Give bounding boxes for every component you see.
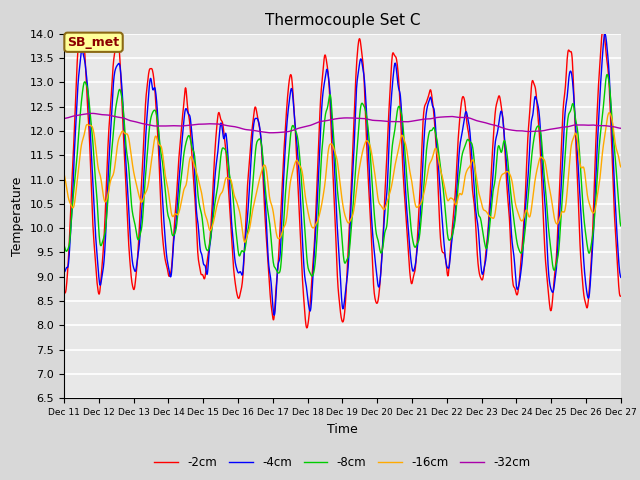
-2cm [303, 325, 310, 331]
-16cm [346, 220, 353, 226]
Line: -32cm: -32cm [64, 113, 621, 133]
-8cm [60, 242, 68, 248]
-2cm [70, 125, 78, 131]
Line: -2cm: -2cm [64, 20, 621, 328]
-32cm [70, 113, 78, 119]
-2cm [445, 271, 452, 277]
-8cm [444, 235, 452, 241]
-2cm [312, 193, 320, 199]
-32cm [88, 110, 96, 116]
-32cm [60, 116, 68, 121]
-4cm [617, 275, 625, 280]
-4cm [312, 221, 320, 227]
-16cm [617, 164, 625, 170]
-4cm [602, 31, 609, 37]
-2cm [77, 17, 85, 23]
-2cm [60, 289, 68, 295]
-16cm [444, 198, 452, 204]
-2cm [617, 293, 625, 299]
-32cm [445, 114, 452, 120]
-2cm [160, 248, 168, 253]
-32cm [582, 122, 589, 128]
-4cm [444, 265, 452, 271]
-16cm [60, 171, 68, 177]
-8cm [582, 228, 589, 234]
Line: -4cm: -4cm [64, 34, 621, 315]
Line: -8cm: -8cm [64, 74, 621, 276]
-16cm [241, 240, 248, 245]
-2cm [346, 220, 353, 226]
-32cm [312, 120, 320, 126]
-32cm [617, 125, 625, 131]
-8cm [160, 170, 168, 176]
Text: SB_met: SB_met [67, 36, 120, 49]
-16cm [70, 201, 78, 206]
-16cm [160, 159, 168, 165]
-4cm [70, 148, 78, 154]
Line: -16cm: -16cm [64, 113, 621, 242]
-8cm [70, 181, 78, 187]
-16cm [312, 221, 320, 227]
-4cm [160, 213, 168, 219]
-32cm [160, 123, 168, 129]
-16cm [582, 174, 589, 180]
-4cm [582, 277, 589, 283]
Y-axis label: Temperature: Temperature [11, 176, 24, 256]
-8cm [604, 72, 611, 77]
-32cm [346, 115, 353, 121]
Legend: -2cm, -4cm, -8cm, -16cm, -32cm: -2cm, -4cm, -8cm, -16cm, -32cm [150, 452, 535, 474]
X-axis label: Time: Time [327, 423, 358, 436]
-4cm [346, 246, 353, 252]
-16cm [605, 110, 613, 116]
-8cm [308, 273, 316, 279]
-8cm [346, 249, 353, 255]
-8cm [312, 248, 320, 254]
-2cm [582, 301, 589, 307]
Title: Thermocouple Set C: Thermocouple Set C [265, 13, 420, 28]
-32cm [267, 130, 275, 136]
-8cm [617, 223, 625, 229]
-4cm [271, 312, 278, 318]
-4cm [60, 269, 68, 275]
